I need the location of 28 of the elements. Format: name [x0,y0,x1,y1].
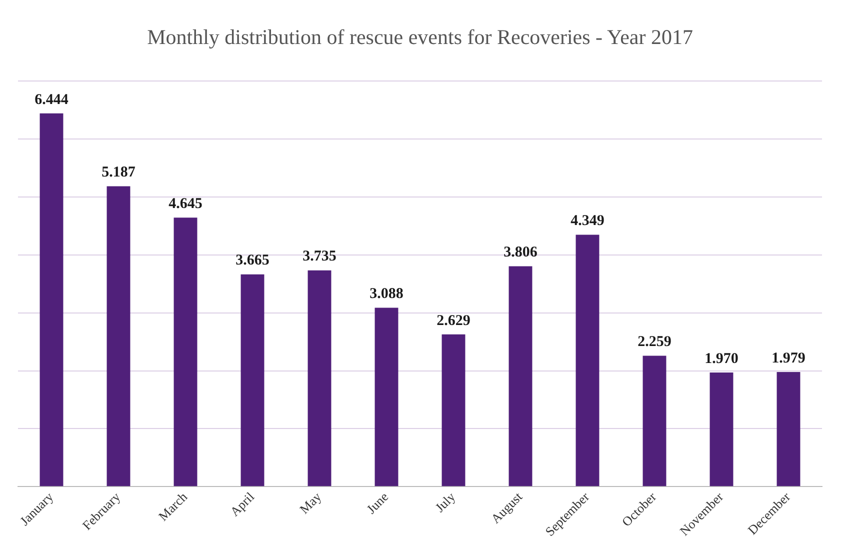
data-label: 6.444 [34,92,69,108]
data-label: 1.979 [772,350,806,366]
data-label: 4.349 [570,213,604,230]
bar [308,270,332,486]
data-label: 1.970 [704,350,738,367]
data-label: 3.665 [236,252,270,269]
data-label: 3.735 [302,248,336,265]
x-tick-label: June [364,488,392,517]
bar [576,234,600,486]
x-tick-label: July [432,488,458,516]
data-label: 3.806 [504,244,538,261]
data-label: 3.088 [370,286,404,302]
data-label: 2.259 [638,334,672,350]
bar [240,274,264,486]
data-label: 4.645 [168,196,202,212]
bar [40,113,64,486]
bar [642,356,666,486]
x-tick-label: May [296,488,324,517]
bar [106,186,130,486]
bar [776,372,800,486]
bar [374,308,398,486]
data-label: 2.629 [436,312,470,329]
bar [508,266,532,486]
data-label: 5.187 [102,164,136,181]
bar [710,372,734,486]
bar [174,218,198,486]
chart-title: Monthly distribution of rescue events for Recoveries - Year 2017 [147,25,693,50]
bar [442,334,466,486]
